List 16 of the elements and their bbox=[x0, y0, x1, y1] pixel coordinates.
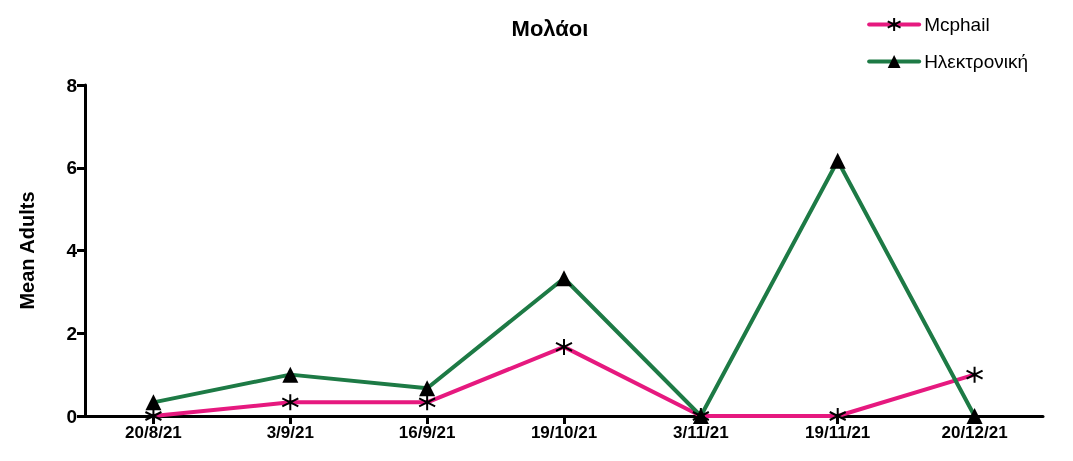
legend-label: Mcphail bbox=[924, 14, 990, 35]
chart-title: Μολάοι bbox=[511, 15, 589, 41]
y-tick-label: 0 bbox=[66, 405, 77, 427]
x-tick-label: 20/12/21 bbox=[941, 423, 1008, 442]
y-tick-label: 4 bbox=[66, 240, 78, 261]
y-tick-label: 2 bbox=[66, 322, 77, 344]
y-tick-label: 8 bbox=[66, 74, 77, 96]
y-tick-label: 6 bbox=[66, 157, 77, 179]
x-tick-label: 19/10/21 bbox=[530, 423, 598, 442]
x-tick-label: 20/8/21 bbox=[125, 423, 182, 442]
x-tick-label: 16/9/21 bbox=[398, 423, 456, 442]
legend-label: Ηλεκτρονική bbox=[924, 51, 1029, 72]
x-tick-label: 3/11/21 bbox=[672, 423, 729, 442]
x-tick-label: 19/11/21 bbox=[805, 423, 871, 442]
y-axis-title: Mean Adults bbox=[16, 191, 38, 310]
x-tick-label: 3/9/21 bbox=[266, 423, 314, 442]
